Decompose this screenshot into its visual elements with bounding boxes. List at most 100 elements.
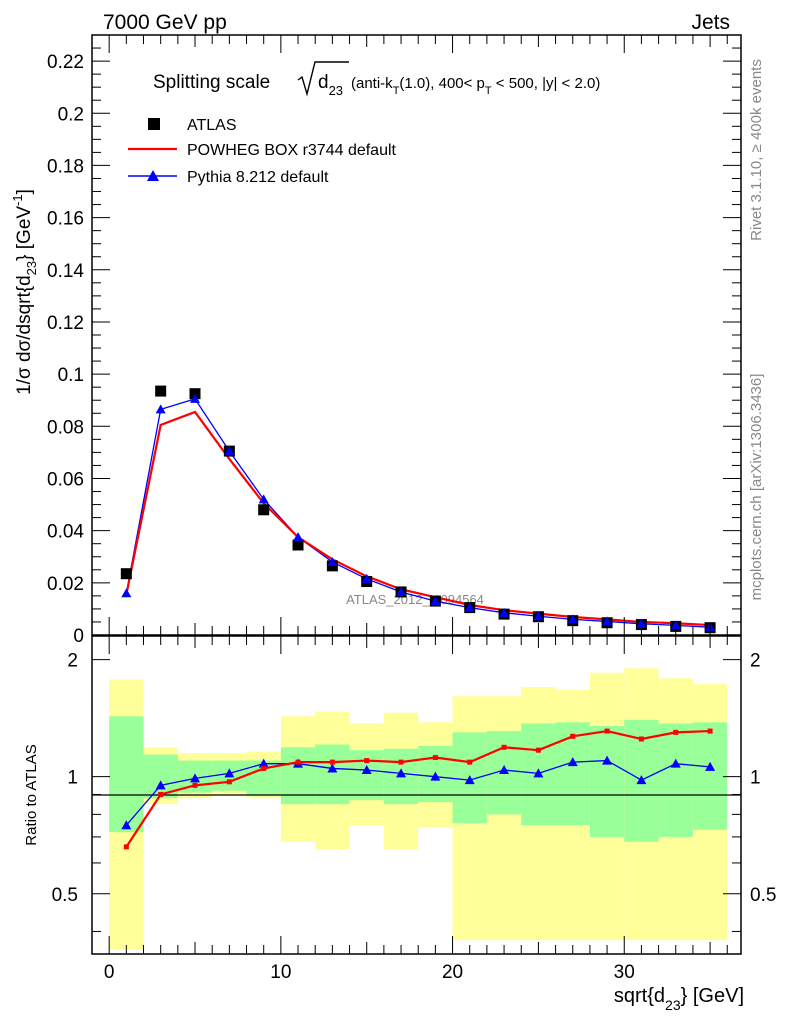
xlabel-part-0: sqrt{d <box>614 985 665 1007</box>
ratio-powheg-point <box>295 759 301 765</box>
ratio-pythia-point <box>121 820 132 830</box>
y-tick-label: 0.06 <box>47 469 84 490</box>
ratio-pythia-point <box>224 768 235 778</box>
pythia-point <box>396 586 407 596</box>
ylabel-part-2: } [GeV <box>14 206 35 261</box>
ratio-plot-frame <box>91 635 742 955</box>
ratio-pythia-point <box>705 761 716 771</box>
ratio-pythia-point <box>430 771 441 781</box>
pythia-point <box>602 616 613 626</box>
x-tick-label: 30 <box>614 962 635 983</box>
atlas-data-point <box>292 539 304 551</box>
ratio-powheg-point <box>604 728 610 734</box>
pythia-point <box>670 620 681 630</box>
x-axis-label: sqrt{d23} [GeV] <box>614 985 744 1013</box>
y-tick-labels-ratio: 0.5 0.5 1 1 2 2 <box>52 651 777 906</box>
ratio-y-tick-label-right: 1 <box>750 768 761 789</box>
xlabel-part-1: 23 <box>665 997 681 1013</box>
pythia-point <box>121 588 132 598</box>
ratio-powheg-point <box>192 782 198 788</box>
ratio-powheg-point <box>398 759 404 765</box>
xlabel-part-2: } [GeV] <box>681 985 744 1007</box>
ratio-lines <box>121 728 716 850</box>
title-symbol: d23 <box>318 72 343 98</box>
ylabel-part-1: 23 <box>24 261 39 275</box>
legend: ATLAS POWHEG BOX r3744 default Pythia 8.… <box>128 117 397 186</box>
inner-band-bin <box>349 750 384 801</box>
ratio-powheg-point <box>501 744 507 750</box>
pythia-point <box>567 614 578 624</box>
ratio-pythia-point <box>155 780 166 790</box>
ratio-powheg-point <box>673 729 679 735</box>
legend-atlas-marker <box>148 118 160 130</box>
ratio-y-tick-label-left: 2 <box>67 651 78 672</box>
title-rest2: (1.0), 400< p <box>399 75 484 92</box>
ylabel-part-4: ] <box>14 189 35 194</box>
y-tick-label: 0.22 <box>47 52 84 73</box>
ratio-powheg-point <box>329 759 335 765</box>
inner-band-bin <box>692 722 728 830</box>
atlas-data-point <box>120 568 132 580</box>
pythia-point <box>636 618 647 628</box>
inner-band-bin <box>280 747 316 805</box>
ratio-powheg-point <box>432 755 438 761</box>
ratio-bands <box>109 668 728 950</box>
atlas-data-point <box>258 504 270 516</box>
ylabel-part-0: 1/σ dσ/dsqrt{d <box>14 275 35 395</box>
inner-band-bin <box>589 725 625 837</box>
header-right: Jets <box>691 11 730 34</box>
legend-pythia-label: Pythia 8.212 default <box>187 169 329 186</box>
mcplots-info: mcplots.cern.ch [arXiv:1306.3436] <box>748 374 765 601</box>
ratio-powheg-point <box>226 779 232 785</box>
ratio-pythia-point <box>499 765 510 775</box>
plot-title: Splitting scale d23 (anti-kT(1.0), 400< … <box>153 61 600 98</box>
watermark: ATLAS_2012_I1094564 <box>346 592 484 607</box>
ratio-powheg-point <box>535 747 541 753</box>
y-tick-label: 0.1 <box>58 365 84 386</box>
title-rest2-sub: T <box>485 85 492 97</box>
ratio-pythia-point <box>361 765 372 775</box>
title-details: (anti-kT(1.0), 400< pT < 500, |y| < 2.0) <box>351 75 600 97</box>
ratio-y-tick-label-left: 0.5 <box>52 885 78 906</box>
ratio-pythia-point <box>258 758 269 768</box>
pythia-point <box>499 607 510 617</box>
y-tick-label: 0.14 <box>47 261 84 282</box>
legend-pythia-marker <box>147 170 159 181</box>
ratio-pythia-point <box>464 775 475 785</box>
ratio-pythia-point <box>533 768 544 778</box>
ratio-powheg-line <box>125 729 711 848</box>
sqrt-sign <box>297 61 349 97</box>
x-tick-label: 0 <box>104 962 115 983</box>
pythia-point <box>430 596 441 606</box>
ratio-powheg-point <box>123 844 129 850</box>
ratio-pythia-point <box>602 755 613 765</box>
y-tick-label: 0.16 <box>47 209 84 230</box>
title-sym: d <box>318 72 329 93</box>
inner-band-bin <box>555 722 590 826</box>
pythia-line <box>125 398 711 628</box>
ratio-pythia-point <box>567 757 578 767</box>
pythia-point <box>224 446 235 456</box>
atlas-data-point <box>189 388 201 400</box>
axis-ticks <box>92 35 741 954</box>
title-rest1-sub: T <box>393 85 400 97</box>
pythia-point <box>155 404 166 414</box>
title-rest1: (anti-k <box>351 75 393 92</box>
ratio-powheg-point <box>638 736 644 742</box>
title-prefix: Splitting scale <box>153 72 270 93</box>
pythia-point <box>293 532 304 542</box>
y-tick-label: 0.18 <box>47 156 84 177</box>
ratio-powheg-point <box>261 765 267 771</box>
pythia-point <box>361 573 372 583</box>
ratio-pythia-point <box>670 758 681 768</box>
pythia-point <box>327 556 338 566</box>
pythia-point <box>533 611 544 621</box>
pythia-point <box>258 494 269 504</box>
ratio-pythia-point <box>636 775 647 785</box>
y-tick-label: 0.04 <box>47 522 84 543</box>
x-tick-label: 10 <box>270 962 291 983</box>
ratio-y-tick-label-left: 1 <box>67 768 78 789</box>
pythia-point <box>464 602 475 612</box>
header-left: 7000 GeV pp <box>103 11 227 34</box>
ratio-powheg-point <box>158 791 164 797</box>
